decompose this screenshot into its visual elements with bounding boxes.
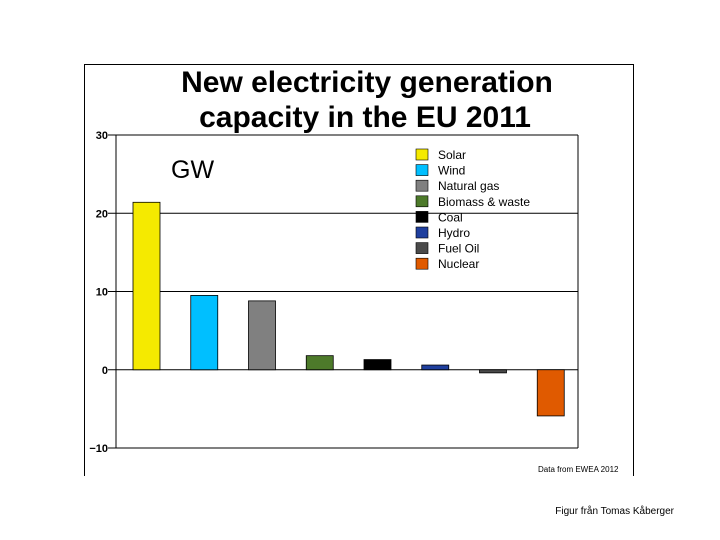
legend-label-nuclear: Nuclear — [438, 257, 479, 271]
legend-swatch-natural-gas — [415, 179, 429, 192]
legend-label-solar: Solar — [438, 148, 466, 162]
legend-swatch-wind — [415, 164, 429, 176]
legend-swatch-biomass-waste — [415, 195, 429, 208]
y-tick-label-1: 20 — [96, 208, 108, 220]
bar-fuel-oil — [479, 369, 507, 374]
y-tick-label-2: 10 — [96, 287, 108, 299]
legend-label-biomass-waste: Biomass & waste — [438, 195, 530, 209]
legend-label-coal: Coal — [438, 210, 463, 224]
chart-title-line-2: capacity in the EU 2011 — [199, 101, 531, 134]
legend-swatch-hydro — [415, 226, 429, 239]
legend-swatch-nuclear — [415, 257, 429, 270]
y-axis-ticks: 30 20 10 0 −10 — [89, 130, 108, 455]
legend-label-natural-gas: Natural gas — [438, 179, 499, 193]
bar-wind — [190, 295, 219, 371]
source-note: Data from EWEA 2012 — [538, 465, 619, 474]
bar-coal — [363, 359, 392, 371]
legend-label-hydro: Hydro — [438, 226, 470, 240]
chart-title-line-1: New electricity generation — [181, 66, 553, 99]
bar-hydro — [421, 364, 450, 371]
legend-swatch-coal — [415, 211, 429, 223]
grid-lines — [108, 134, 579, 449]
legend-swatch-fuel-oil — [415, 242, 429, 254]
bar-nuclear — [536, 369, 565, 417]
bar-biomass-waste — [305, 355, 334, 371]
y-tick-label-4: −10 — [89, 443, 108, 455]
bars — [132, 201, 565, 417]
unit-label: GW — [171, 156, 214, 184]
figure-caption: Figur från Tomas Kåberger — [555, 506, 674, 517]
legend-label-wind: Wind — [438, 164, 465, 178]
bar-solar — [132, 201, 161, 371]
y-tick-label-0: 30 — [96, 130, 108, 142]
bar-natural-gas — [248, 300, 276, 371]
legend-swatch-solar — [415, 148, 429, 161]
legend-label-fuel-oil: Fuel Oil — [438, 242, 479, 256]
y-tick-label-3: 0 — [102, 365, 108, 377]
